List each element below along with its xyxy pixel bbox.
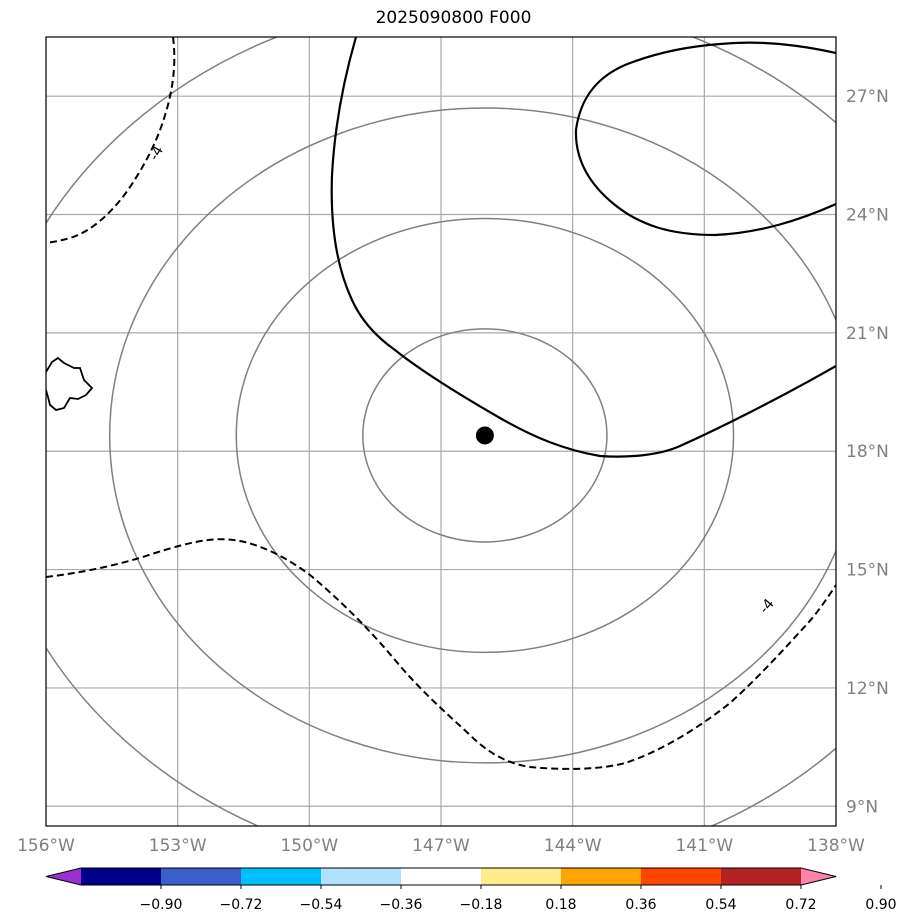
lat-tick-label: 21°N bbox=[846, 324, 889, 344]
lat-tick-label: 18°N bbox=[846, 442, 889, 462]
colorbar-tick-label: 0.18 bbox=[545, 897, 576, 913]
gridlines bbox=[46, 37, 836, 826]
lat-tick-label: 12°N bbox=[846, 679, 889, 699]
colorbar-segment bbox=[721, 868, 802, 885]
dashed-contour-south bbox=[46, 538, 836, 770]
latitude-ticks: 9°N 12°N 15°N 18°N 21°N 24°N 27°N bbox=[846, 87, 889, 817]
colorbar-tick-label: 0.36 bbox=[625, 897, 656, 913]
colorbar-tick-label: 0.54 bbox=[705, 897, 736, 913]
colorbar-segment bbox=[481, 868, 562, 885]
colorbar-tick-label: 0.90 bbox=[865, 897, 896, 913]
map-title: 2025090800 F000 bbox=[375, 8, 532, 28]
solid-contour-west bbox=[330, 37, 836, 458]
lat-tick-label: 9°N bbox=[846, 797, 878, 817]
lon-tick-label: 138°W bbox=[807, 836, 865, 856]
colorbar-segment bbox=[161, 868, 242, 885]
colorbar-segment bbox=[81, 868, 162, 885]
dashed-contour-northwest bbox=[46, 37, 176, 244]
colorbar: −0.90 −0.72 −0.54 −0.36 −0.18 0.18 0.36 0.54 0.7… bbox=[45, 867, 897, 913]
plot-area: -4-4 bbox=[45, 36, 837, 827]
range-ring bbox=[109, 107, 836, 764]
solid-contour-north bbox=[574, 41, 836, 237]
colorbar-extend-high bbox=[801, 868, 836, 885]
hawaii-coastline bbox=[46, 356, 94, 411]
longitude-ticks: 156°W 153°W 150°W 147°W 144°W 141°W 138°W bbox=[17, 836, 865, 856]
colorbar-segment bbox=[401, 868, 482, 885]
lon-tick-label: 147°W bbox=[412, 836, 470, 856]
lat-tick-label: 27°N bbox=[846, 87, 889, 107]
colorbar-segment bbox=[641, 868, 722, 885]
colorbar-segment bbox=[241, 868, 322, 885]
colorbar-segment bbox=[561, 868, 642, 885]
contours bbox=[46, 37, 836, 770]
lon-tick-label: 156°W bbox=[17, 836, 75, 856]
colorbar-tick-label: −0.54 bbox=[300, 897, 343, 913]
colorbar-tick-label: −0.90 bbox=[140, 897, 183, 913]
colorbar-tick-label: −0.36 bbox=[380, 897, 423, 913]
lon-tick-label: 153°W bbox=[149, 836, 207, 856]
colorbar-tick-label: −0.72 bbox=[220, 897, 263, 913]
range-rings bbox=[46, 37, 836, 826]
colorbar-tick-label: −0.18 bbox=[460, 897, 503, 913]
lat-tick-label: 24°N bbox=[846, 206, 889, 226]
plot-frame bbox=[45, 36, 837, 827]
range-ring bbox=[362, 328, 608, 543]
lon-tick-label: 144°W bbox=[544, 836, 602, 856]
colorbar-tick-label: 0.72 bbox=[785, 897, 816, 913]
storm-center-marker bbox=[475, 426, 494, 445]
colorbar-extend-low bbox=[46, 868, 81, 885]
colorbar-outline bbox=[45, 867, 837, 886]
colorbar-segment bbox=[321, 868, 402, 885]
range-ring bbox=[235, 217, 735, 654]
lon-tick-label: 141°W bbox=[675, 836, 733, 856]
lon-tick-label: 150°W bbox=[280, 836, 338, 856]
lat-tick-label: 15°N bbox=[846, 561, 889, 581]
